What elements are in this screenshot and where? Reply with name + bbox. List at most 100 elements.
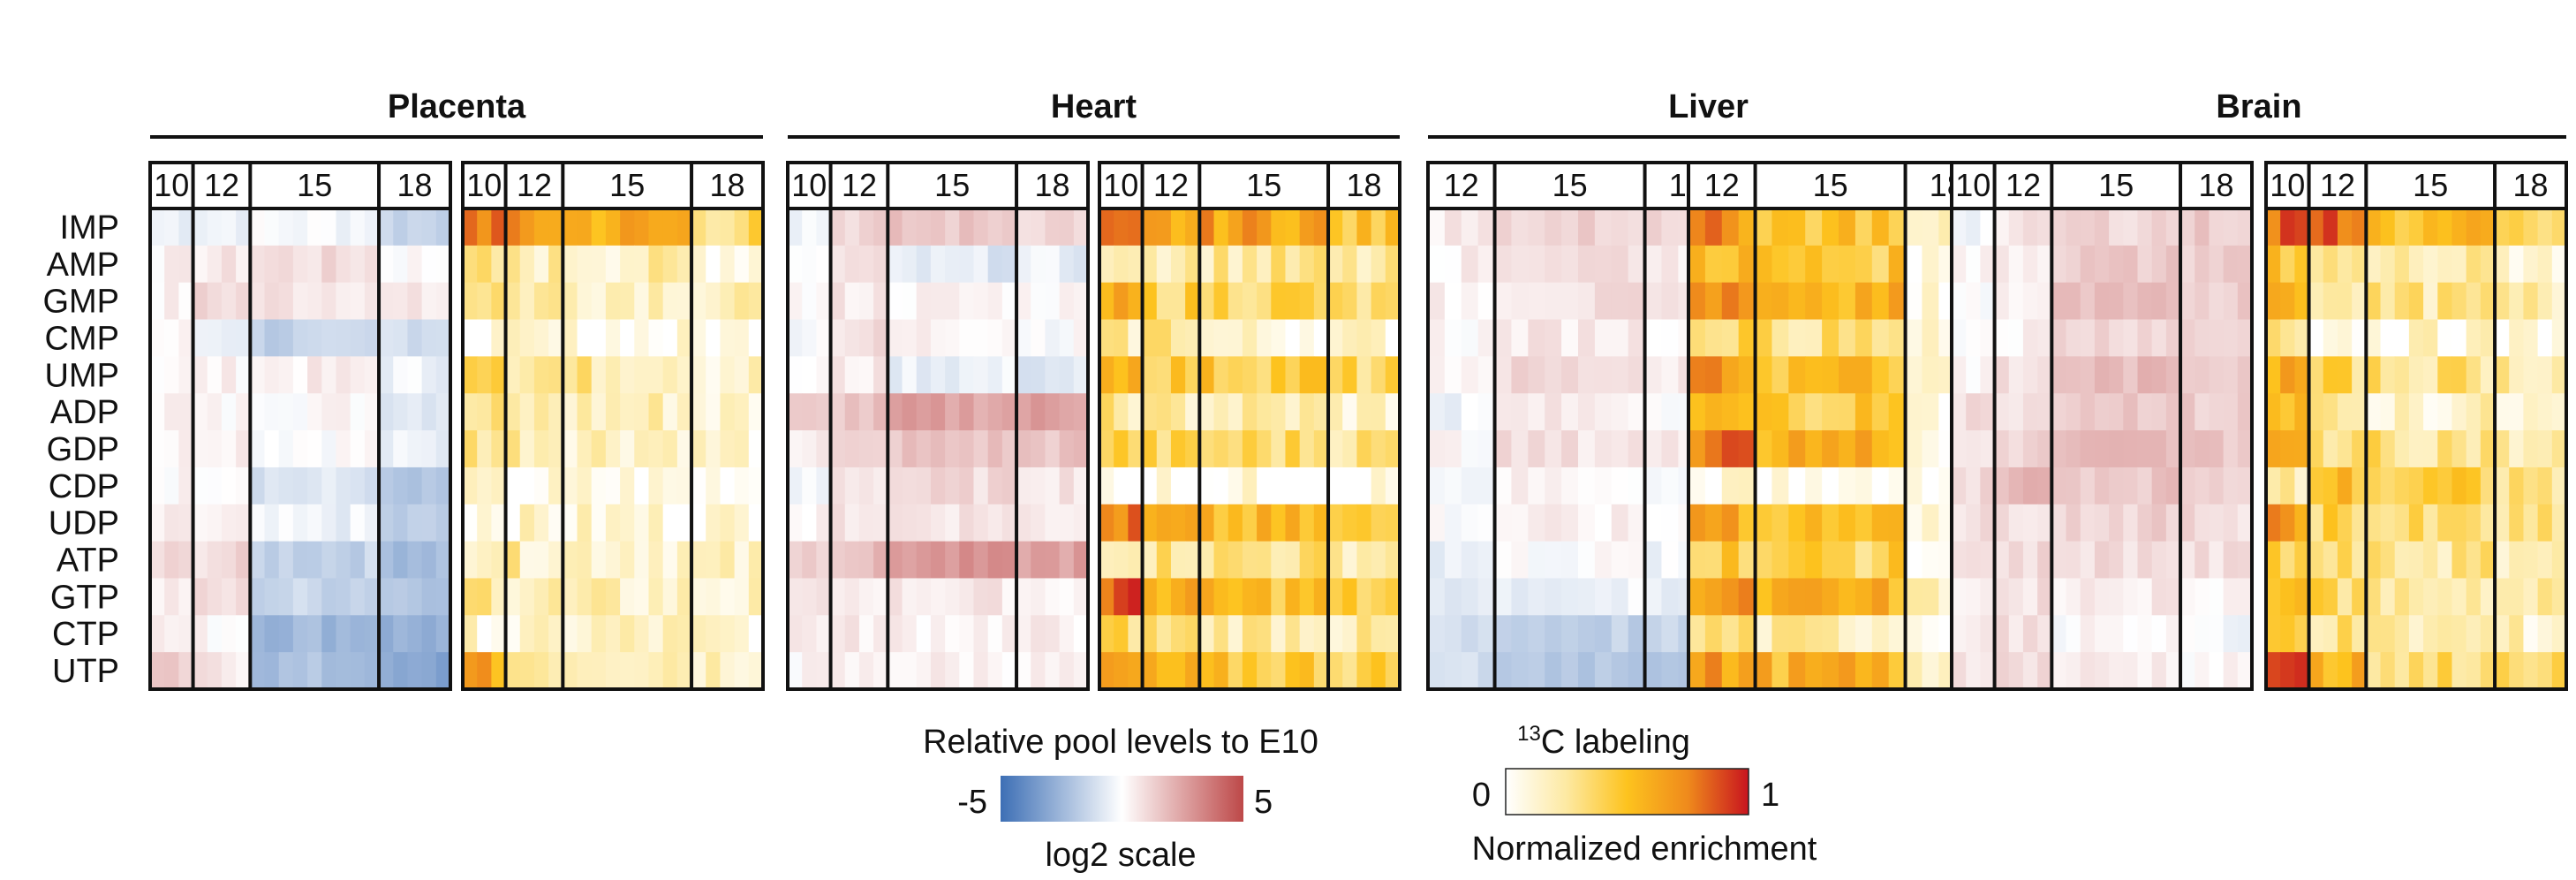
cell-heart-labeling-gmp-e15 [1242,282,1258,321]
cell-liver-pool-atp-e15 [1594,541,1613,580]
cell-heart-pool-ctp-e18 [1073,615,1089,653]
cell-liver-pool-ctp-e15 [1594,615,1613,653]
cell-placenta-labeling-cmp-e15 [563,319,578,357]
cell-heart-labeling-udp-e18 [1356,504,1372,542]
cell-placenta-labeling-gtp-e18 [720,578,736,616]
placenta-labeling-stage-label-e18: 18 [709,167,744,203]
cell-brain-labeling-gtp-e18 [2523,578,2539,616]
cell-brain-pool-atp-e10 [1966,541,1981,580]
cell-liver-pool-gdp-e18 [1644,430,1663,468]
cell-brain-pool-cdp-e15 [2080,467,2096,505]
cell-brain-pool-utp-e12 [1994,652,2010,690]
cell-liver-pool-cmp-e15 [1511,319,1529,357]
cell-heart-pool-ump-e15 [959,356,975,394]
cell-placenta-pool-adp-e10 [178,393,194,431]
cell-brain-pool-udp-e18 [2223,504,2239,542]
cell-placenta-pool-ump-e15 [364,356,380,394]
cell-heart-labeling-ump-e15 [1242,356,1258,394]
cell-heart-labeling-imp-e15 [1257,209,1272,247]
cell-liver-labeling-ump-e12 [1704,356,1723,394]
cell-liver-labeling-imp-e18 [1905,209,1923,247]
cell-placenta-labeling-gdp-e18 [720,430,736,468]
cell-placenta-labeling-cmp-e10 [463,319,478,357]
cell-liver-labeling-gdp-e12 [1721,430,1740,468]
cell-placenta-labeling-ump-e18 [734,356,750,394]
cell-brain-labeling-utp-e12 [2323,652,2338,690]
cell-heart-pool-amp-e15 [902,245,918,284]
cell-liver-pool-gdp-e15 [1578,430,1596,468]
cell-brain-labeling-udp-e12 [2337,504,2353,542]
cell-liver-pool-cdp-e15 [1561,467,1579,505]
cell-brain-labeling-ctp-e15 [2380,615,2396,653]
cell-placenta-pool-imp-e15 [292,209,308,247]
cell-liver-labeling-ump-e18 [1922,356,1939,394]
row-label-utp: UTP [52,653,119,690]
cell-brain-labeling-utp-e10 [2280,652,2295,690]
cell-brain-pool-imp-e12 [1994,209,2010,247]
cell-placenta-labeling-atp-e10 [463,541,478,580]
cell-heart-labeling-ump-e10 [1114,356,1129,394]
cell-liver-pool-utp-e12 [1477,652,1496,690]
cell-liver-labeling-gdp-e15 [1788,430,1806,468]
cell-heart-labeling-utp-e15 [1228,652,1243,690]
cell-heart-pool-udp-e18 [1031,504,1046,542]
cell-brain-labeling-ctp-e15 [2466,615,2482,653]
brain-labeling-stage-label-e15: 15 [2413,167,2448,203]
cell-liver-pool-udp-e15 [1594,504,1613,542]
cell-brain-pool-ctp-e15 [2165,615,2181,653]
cell-placenta-labeling-gmp-e15 [662,282,678,321]
cell-liver-pool-utp-e15 [1511,652,1529,690]
cell-placenta-pool-utp-e12 [221,652,237,690]
cell-placenta-pool-atp-e15 [264,541,280,580]
cell-placenta-pool-gdp-e12 [221,430,237,468]
cell-brain-labeling-gmp-e15 [2466,282,2482,321]
cell-brain-labeling-ump-e18 [2523,356,2539,394]
cell-heart-labeling-cdp-e18 [1371,467,1386,505]
cell-placenta-pool-ump-e15 [307,356,322,394]
cell-brain-pool-gdp-e18 [2195,430,2210,468]
cell-liver-labeling-gmp-e12 [1688,282,1706,321]
cell-heart-pool-gtp-e15 [973,578,989,616]
cell-liver-pool-gdp-e15 [1494,430,1513,468]
cell-brain-pool-cdp-e10 [1952,467,1967,505]
labeling-legend-title: 13C labeling [1517,722,1690,761]
brain-labeling-stage-label-e12: 12 [2320,167,2355,203]
row-label-ctp: CTP [52,616,119,653]
cell-heart-pool-utp-e10 [816,652,832,690]
cell-placenta-pool-udp-e15 [321,504,337,542]
cell-heart-pool-gmp-e15 [945,282,960,321]
cell-placenta-labeling-ctp-e12 [548,615,563,653]
cell-placenta-pool-utp-e12 [207,652,223,690]
cell-liver-labeling-atp-e15 [1755,541,1773,580]
cell-brain-pool-adp-e15 [2094,393,2110,431]
cell-brain-pool-cmp-e15 [2137,319,2153,357]
cell-placenta-pool-cdp-e15 [336,467,351,505]
cell-brain-pool-cdp-e18 [2180,467,2195,505]
cell-heart-labeling-udp-e18 [1342,504,1358,542]
cell-heart-labeling-atp-e18 [1356,541,1372,580]
cell-heart-pool-imp-e18 [1045,209,1061,247]
cell-liver-labeling-udp-e15 [1871,504,1890,542]
cell-liver-labeling-udp-e15 [1822,504,1839,542]
cell-heart-labeling-utp-e18 [1385,652,1401,690]
cell-brain-pool-utp-e18 [2195,652,2210,690]
cell-brain-labeling-gtp-e12 [2352,578,2367,616]
cell-heart-pool-utp-e18 [1073,652,1089,690]
liver-labeling-block: 12 15 18 [1687,161,1991,691]
cell-brain-labeling-gdp-e18 [2495,430,2510,468]
cell-heart-labeling-amp-e18 [1356,245,1372,284]
cell-heart-pool-cmp-e15 [888,319,903,357]
cell-brain-labeling-gtp-e15 [2380,578,2396,616]
cell-placenta-labeling-gtp-e15 [634,578,650,616]
cell-placenta-pool-cdp-e15 [307,467,322,505]
cell-heart-pool-adp-e15 [916,393,932,431]
cell-placenta-pool-ctp-e10 [178,615,194,653]
cell-heart-labeling-amp-e12 [1170,245,1186,284]
cell-liver-pool-utp-e12 [1428,652,1446,690]
cell-heart-pool-cmp-e18 [1073,319,1089,357]
cell-heart-pool-gmp-e18 [1031,282,1046,321]
cell-heart-pool-cdp-e12 [830,467,846,505]
cell-heart-labeling-gtp-e15 [1299,578,1315,616]
cell-heart-labeling-imp-e10 [1128,209,1144,247]
